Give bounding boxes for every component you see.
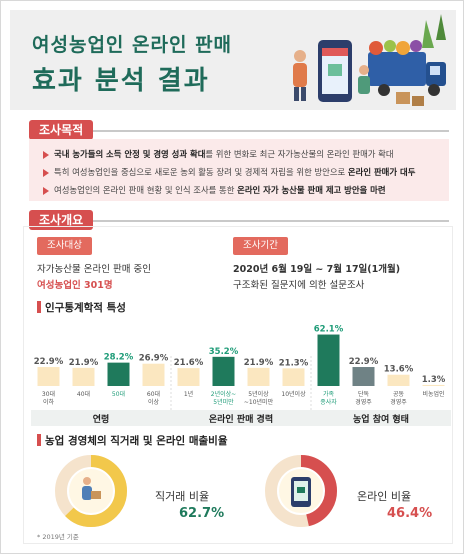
bar [37, 367, 60, 386]
online-shop-truck-illustration [293, 14, 446, 106]
target-count: 여성농업인 301명 [37, 280, 113, 291]
category-label: 40대 [77, 390, 90, 398]
category-label: 가족 [323, 390, 335, 398]
bar-value-label: 22.9% [349, 357, 379, 367]
purpose-text: 를 위한 변화로 최근 자가농산물의 온라인 판매가 확대 [205, 149, 394, 159]
triangle-bullet-icon [43, 186, 49, 195]
bar [422, 384, 445, 386]
bar-value-label: 28.2% [104, 353, 134, 363]
purpose-text: 여성농업인의 온라인 판매 현황 및 인식 조사를 통한 [54, 185, 238, 195]
overview-box [23, 226, 453, 544]
category-label: 종사자 [320, 398, 337, 406]
group-label-age: 연령 [92, 415, 110, 425]
direct-sales-arc [55, 455, 127, 527]
title-line2: 효과 분석 결과 [32, 66, 210, 96]
group-label-participation: 농업 참여 형태 [353, 415, 409, 425]
header-banner: 여성농업인 온라인 판매 효과 분석 결과 [10, 10, 456, 110]
direct-sales-donut [55, 455, 127, 527]
category-label: 1년 [184, 390, 193, 398]
period-chip: 조사기간 [233, 237, 288, 255]
bar-value-label: 35.2% [209, 347, 239, 357]
category-label: 5년미만 [213, 398, 234, 406]
purpose-box: 국내 농가들의 소득 안정 및 경영 성과 확대를 위한 변화로 최근 자가농산… [29, 139, 449, 201]
bar [142, 363, 165, 386]
period-dates: 2020년 6월 19일 ~ 7월 17일(1개월) [233, 264, 401, 275]
bar-value-label: 21.6% [174, 358, 204, 368]
title-line1: 여성농업인 온라인 판매 [32, 34, 233, 56]
purpose-item: 여성농업인의 온라인 판매 현황 및 인식 조사를 통한 온라인 자가 농산물 … [43, 181, 443, 199]
bar-value-label: 26.9% [139, 354, 169, 364]
category-label: 비농업인 [422, 390, 444, 398]
sales-ratio-title: 농업 경영체의 직거래 및 온라인 매출비율 [37, 433, 228, 448]
online-sales-arc [265, 455, 337, 527]
bar-value-label: 21.3% [279, 358, 309, 368]
category-label: 30대 [42, 390, 55, 398]
bar [177, 368, 200, 386]
overview-tab-line [29, 220, 449, 222]
bar-value-label: 13.6% [384, 365, 414, 375]
direct-sales-value: 62.7% [179, 506, 225, 521]
bar-value-label: 21.9% [244, 358, 274, 368]
purpose-text: 온라인 판매가 대두 [347, 167, 416, 177]
online-sales-label: 온라인 비율 [357, 490, 412, 503]
category-label: 공동 [393, 391, 405, 398]
purpose-item: 국내 농가들의 소득 안정 및 경영 성과 확대를 위한 변화로 최근 자가농산… [43, 145, 443, 163]
online-sales-donut [265, 455, 337, 527]
category-label: 단독 [358, 390, 370, 398]
bar [282, 368, 305, 386]
category-label: 60대 [147, 390, 160, 398]
group-label-experience: 온라인 판매 경력 [208, 415, 274, 425]
category-label: 2년이상~ [211, 390, 236, 398]
category-label: 경영주 [390, 398, 407, 406]
category-label: ~10년미만 [244, 398, 274, 406]
category-label: 5년이상 [248, 390, 269, 398]
bar [387, 374, 410, 386]
category-label: 50대 [112, 390, 125, 398]
triangle-bullet-icon [43, 150, 49, 159]
bar-value-label: 1.3% [422, 375, 446, 385]
triangle-bullet-icon [43, 168, 49, 177]
bar [352, 367, 375, 386]
purpose-tab-line [29, 130, 449, 132]
purpose-text: 온라인 자가 농산물 판매 제고 방안을 마련 [237, 185, 386, 195]
period-method: 구조화된 질문지에 의한 설문조사 [233, 280, 365, 291]
bar [212, 356, 235, 386]
online-sales-value: 46.4% [387, 506, 433, 521]
direct-sales-label: 직거래 비율 [155, 490, 210, 503]
shopping-phone-icon [291, 477, 311, 507]
category-label: 경영주 [355, 398, 372, 406]
group-labels: 연령 온라인 판매 경력 농업 참여 형태 [31, 410, 451, 426]
target-chip: 조사대상 [37, 237, 92, 255]
purpose-text: 국내 농가들의 소득 안정 및 경영 성과 확대 [54, 149, 206, 159]
overview-tab: 조사개요 [29, 210, 94, 230]
bar [107, 362, 130, 386]
bar-value-label: 22.9% [34, 357, 64, 367]
category-label: 이상 [148, 398, 160, 406]
bar-value-label: 62.1% [314, 325, 344, 335]
footnote: * 2019년 기준 [37, 533, 79, 541]
farmer-icon [82, 477, 101, 500]
bar [72, 367, 95, 386]
demographics-title: 인구통계학적 특성 [37, 300, 126, 315]
bar [317, 334, 340, 386]
purpose-list: 국내 농가들의 소득 안정 및 경영 성과 확대를 위한 변화로 최근 자가농산… [29, 139, 449, 199]
category-label: 이하 [43, 398, 55, 406]
purpose-tab: 조사목적 [29, 120, 94, 140]
target-desc: 자가농산물 온라인 판매 중인 [37, 264, 151, 275]
bar-value-label: 21.9% [69, 358, 99, 368]
bar [247, 367, 270, 386]
purpose-text: 특히 여성농업인을 중심으로 새로운 농외 활동 장려 및 경제적 자립을 위한… [54, 167, 348, 177]
purpose-item: 특히 여성농업인을 중심으로 새로운 농외 활동 장려 및 경제적 자립을 위한… [43, 163, 443, 181]
category-label: 10년이상 [281, 390, 306, 398]
